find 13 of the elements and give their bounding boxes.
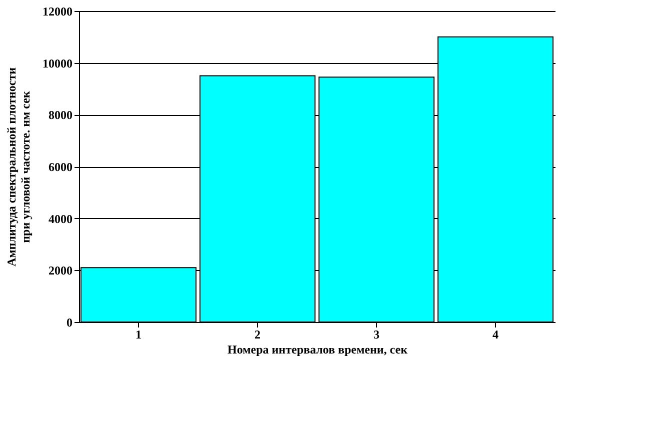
- y-tick-label: 12000: [42, 4, 72, 18]
- x-tick-label: 3: [374, 328, 380, 342]
- x-axis-title: Номера интервалов времени, сек: [227, 342, 408, 356]
- y-tick-label: 0: [66, 316, 72, 330]
- y-axis-title: Амплитуда спектральной плотности при угловой частоте. нм сек: [4, 67, 32, 267]
- x-tick-label: 1: [136, 328, 142, 342]
- y-tick-label: 10000: [42, 56, 72, 70]
- x-tick-label: 2: [254, 328, 260, 342]
- x-tick-label: 4: [492, 328, 498, 342]
- y-tick-label: 2000: [48, 264, 72, 278]
- y-tick-label: 8000: [48, 108, 72, 122]
- y-tick-label: 4000: [48, 212, 72, 226]
- y-tick-label: 6000: [48, 160, 72, 174]
